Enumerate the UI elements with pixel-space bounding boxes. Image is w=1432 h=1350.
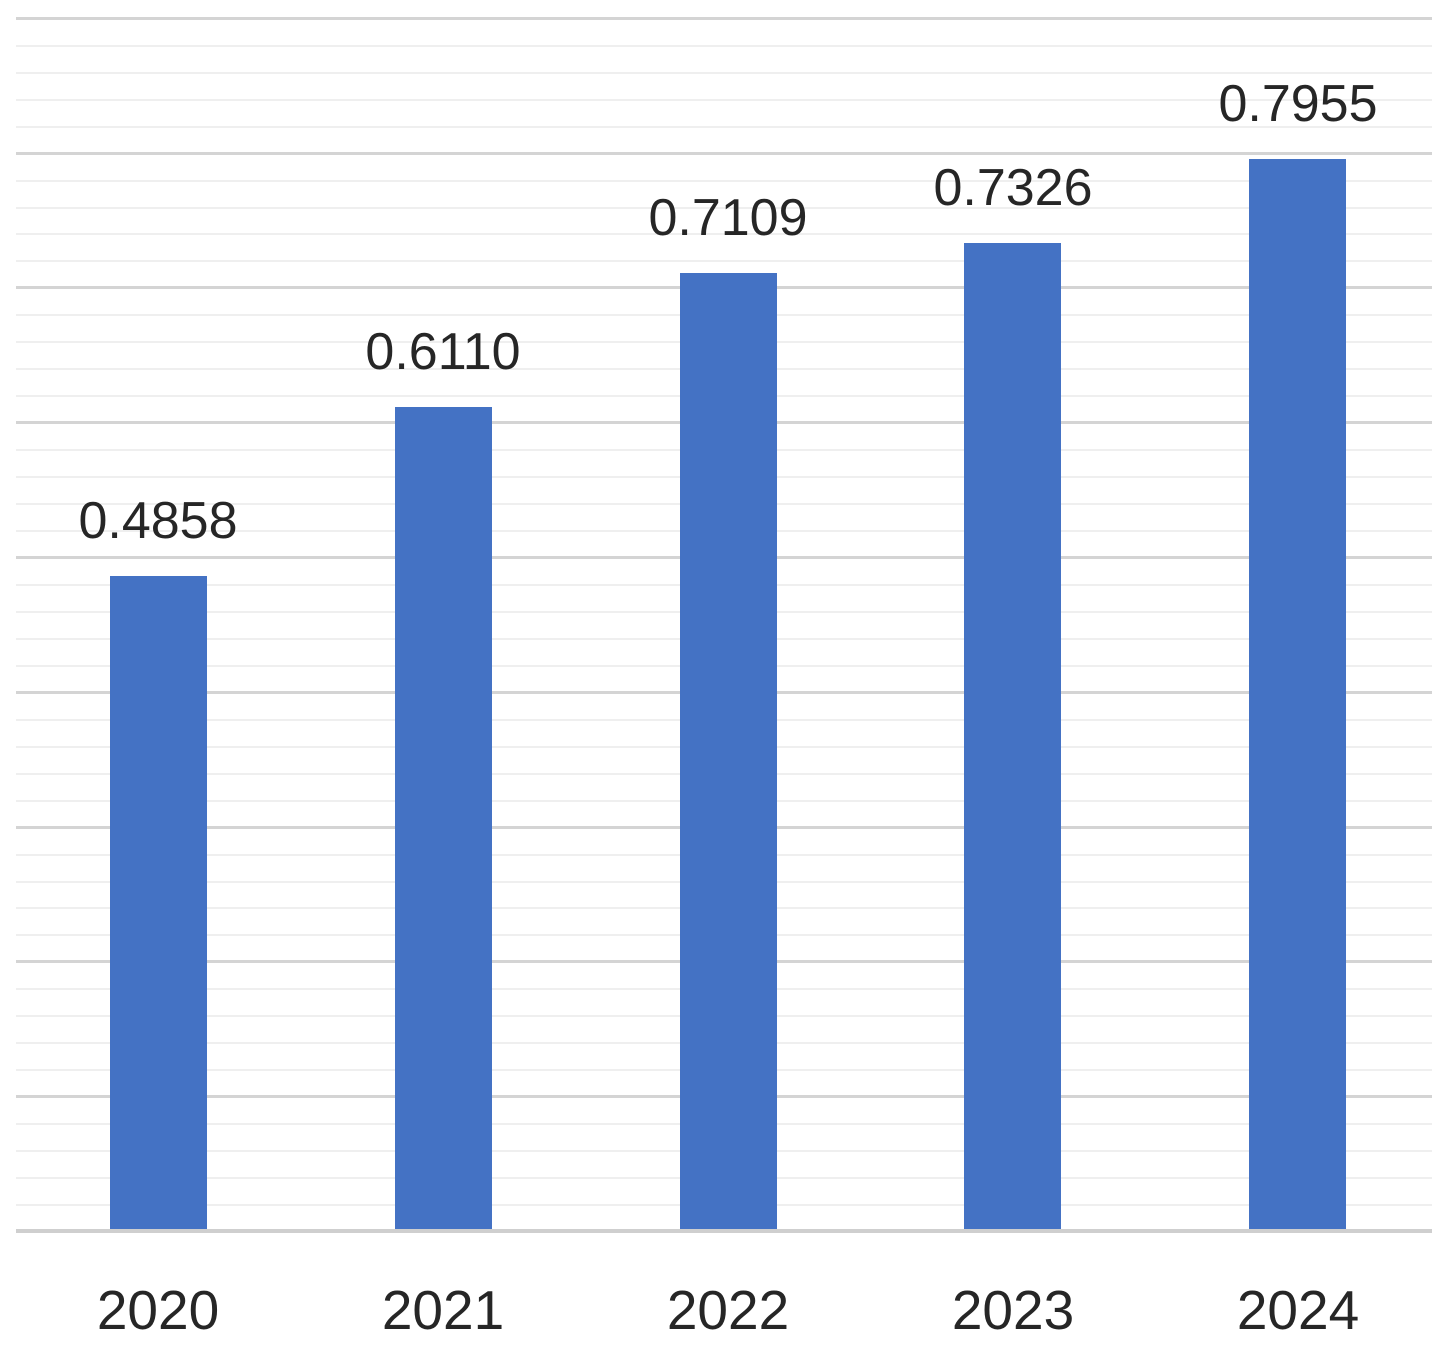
minor-gridline (16, 260, 1432, 262)
value-label-2023: 0.7326 (933, 159, 1093, 217)
bar-2022 (680, 273, 777, 1232)
x-axis-label-2024: 2024 (1236, 1279, 1360, 1341)
minor-gridline (16, 233, 1432, 235)
value-label-2021: 0.6110 (365, 323, 521, 381)
value-label-2022: 0.7109 (648, 189, 808, 247)
x-axis-label-2020: 2020 (96, 1279, 220, 1341)
bar-2023 (964, 243, 1061, 1232)
minor-gridline (16, 45, 1432, 47)
minor-gridline (16, 207, 1432, 209)
minor-gridline (16, 180, 1432, 182)
major-gridline (16, 152, 1432, 155)
major-gridline (16, 17, 1432, 20)
x-axis-label-2022: 2022 (666, 1279, 790, 1341)
value-label-2024: 0.7955 (1218, 75, 1378, 133)
value-label-2020: 0.4858 (78, 492, 238, 550)
minor-gridline (16, 126, 1432, 128)
x-axis-label-2023: 2023 (951, 1279, 1075, 1341)
x-axis-line (16, 1229, 1432, 1233)
minor-gridline (16, 99, 1432, 101)
bar-2020 (110, 576, 207, 1232)
bar-2024 (1249, 159, 1346, 1232)
x-axis-label-2021: 2021 (381, 1279, 505, 1341)
minor-gridline (16, 72, 1432, 74)
bar-2021 (395, 407, 492, 1232)
